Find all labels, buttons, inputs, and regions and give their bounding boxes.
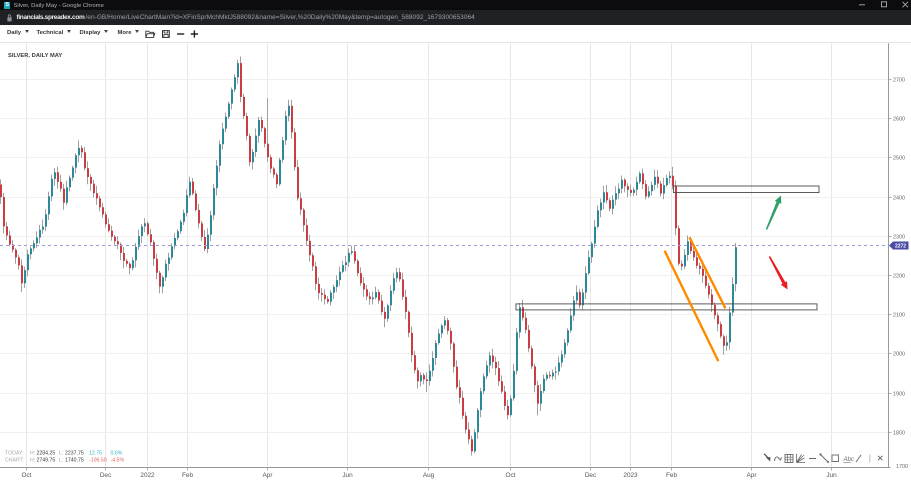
svg-text:Dec: Dec [585,472,597,479]
svg-text:Feb: Feb [666,472,677,479]
svg-text:2500: 2500 [893,155,905,161]
svg-text:2023: 2023 [623,472,638,479]
svg-text:1740.75: 1740.75 [65,458,84,464]
svg-text:1900: 1900 [893,391,905,397]
svg-text:Aug: Aug [423,472,435,479]
svg-text:TODAY:: TODAY: [5,451,24,457]
svg-text:Jun: Jun [342,472,353,479]
svg-text:Feb: Feb [182,472,193,479]
svg-text:2272: 2272 [895,244,906,250]
svg-text:2400: 2400 [893,195,905,201]
svg-text:0.6%: 0.6% [111,451,123,457]
svg-text:12.75: 12.75 [89,451,102,457]
svg-text:H:: H: [30,458,35,464]
svg-text:2000: 2000 [893,351,905,357]
svg-text:2022: 2022 [140,472,155,479]
svg-text:CHART:: CHART: [5,458,24,464]
svg-text:2200: 2200 [893,273,905,279]
svg-text:-4.5%: -4.5% [111,458,125,464]
svg-text:-106.50: -106.50 [89,458,107,464]
svg-text:L:: L: [59,451,63,457]
svg-text:2749.75: 2749.75 [37,458,56,464]
svg-text:2237.75: 2237.75 [65,451,84,457]
svg-text:Abc: Abc [843,457,854,463]
svg-text:Jun: Jun [826,472,837,479]
svg-text:2600: 2600 [893,116,905,122]
svg-text:1700: 1700 [896,464,908,470]
svg-text:1800: 1800 [893,430,905,436]
svg-text:Dec: Dec [100,472,112,479]
svg-text:Apr: Apr [263,472,274,479]
svg-text:2300: 2300 [893,234,905,240]
svg-text:Oct: Oct [22,472,32,479]
svg-text:2700: 2700 [893,77,905,83]
svg-text:2284.25: 2284.25 [37,451,56,457]
svg-text:SILVER, DAILY MAY: SILVER, DAILY MAY [8,53,62,59]
svg-text:L:: L: [59,458,63,464]
svg-text:2100: 2100 [893,312,905,318]
svg-text:Apr: Apr [747,472,758,479]
svg-text:H:: H: [30,451,35,457]
svg-text:Oct: Oct [506,472,516,479]
